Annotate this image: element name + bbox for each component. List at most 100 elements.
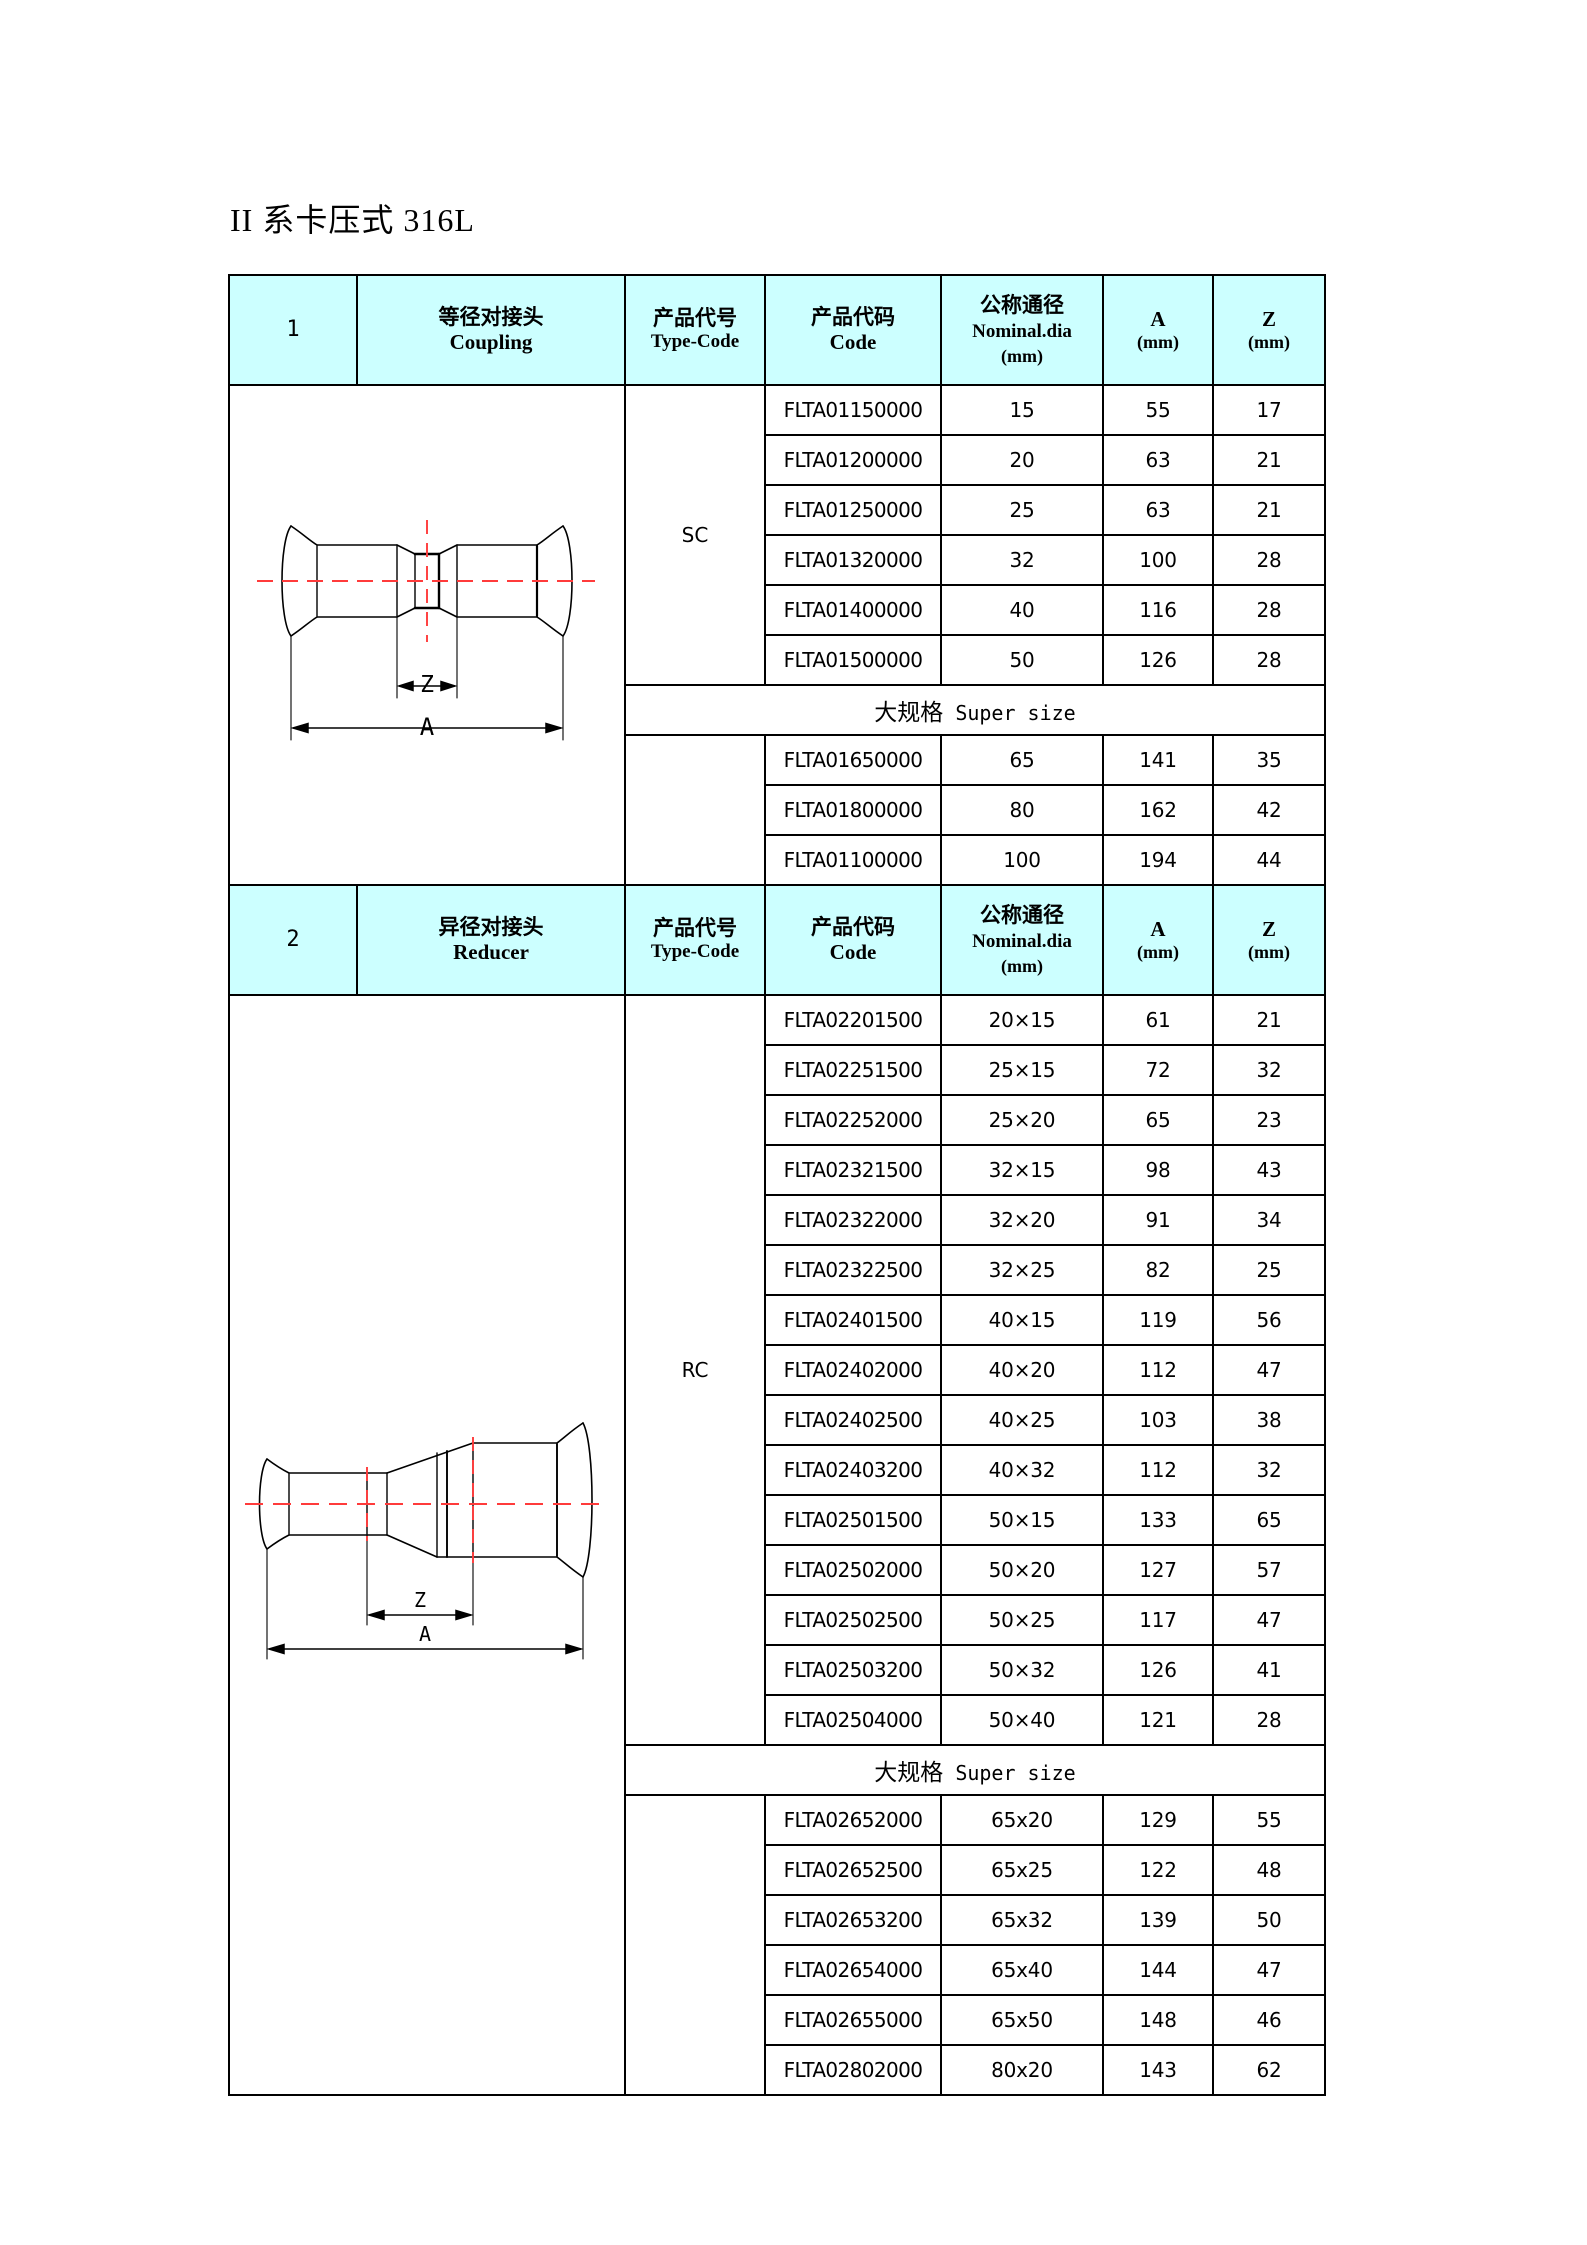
dimension-z: 55 — [1212, 1794, 1326, 1846]
table-row: FLTA02502500 50×25 117 47 — [229, 1594, 1326, 1646]
table-row: FLTA02652000 65x20 129 55 — [229, 1794, 1326, 2096]
dimension-a: 122 — [1102, 1844, 1214, 1896]
dimension-z: 25 — [1212, 1244, 1326, 1296]
reducer-figure-wrap: Z A — [230, 1407, 624, 1683]
dia-header-cell: 公称通径 Nominal.dia (mm) — [940, 274, 1104, 386]
product-code: FLTA02251500 — [764, 1044, 942, 1096]
nominal-dia: 65x20 — [940, 1794, 1104, 1846]
dimension-z: 17 — [1212, 384, 1326, 436]
product-code: FLTA02655000 — [764, 1994, 942, 2046]
table-row: FLTA02322500 32×25 82 25 — [229, 1244, 1326, 1296]
product-code: FLTA02502000 — [764, 1544, 942, 1596]
super-size-label-cn: 大规格 — [874, 1760, 944, 1786]
dimension-a: 117 — [1102, 1594, 1214, 1646]
z-header-label: Z — [1261, 917, 1276, 941]
z-header-unit: (mm) — [1248, 941, 1290, 962]
nominal-dia: 40×25 — [940, 1394, 1104, 1446]
nominal-dia: 65x50 — [940, 1994, 1104, 2046]
a-header-label: A — [1150, 307, 1166, 331]
dimension-z: 48 — [1212, 1844, 1326, 1896]
table-row: FLTA01200000 20 63 21 — [229, 434, 1326, 486]
dimension-z: 56 — [1212, 1294, 1326, 1346]
table-row: FLTA02654000 65x40 144 47 — [229, 1944, 1326, 1996]
dimension-z: 62 — [1212, 2044, 1326, 2096]
type-code-header-cell: 产品代号 Type-Code — [624, 274, 766, 386]
dimension-z: 38 — [1212, 1394, 1326, 1446]
product-code: FLTA02653200 — [764, 1894, 942, 1946]
table-row: FLTA02504000 50×40 121 28 — [229, 1694, 1326, 1746]
product-code: FLTA01150000 — [764, 384, 942, 436]
dimension-z: 35 — [1212, 734, 1326, 786]
dimension-z: 28 — [1212, 584, 1326, 636]
product-code: FLTA02403200 — [764, 1444, 942, 1496]
nominal-dia: 100 — [940, 834, 1104, 886]
super-size-spacer — [943, 701, 955, 725]
dia-header-cn: 公称通径 — [980, 292, 1064, 317]
a-header-unit: (mm) — [1137, 941, 1179, 962]
dimension-z: 44 — [1212, 834, 1326, 886]
table-row: FLTA02251500 25×15 72 32 — [229, 1044, 1326, 1096]
product-code: FLTA02321500 — [764, 1144, 942, 1196]
product-code: FLTA01800000 — [764, 784, 942, 836]
type-code-cell-spacer — [624, 734, 766, 886]
a-header-cell: A (mm) — [1102, 274, 1214, 386]
super-size-label-cn: 大规格 — [874, 700, 944, 726]
section-index-cell: 2 — [228, 884, 358, 996]
table-row: FLTA02503200 50×32 126 41 — [229, 1644, 1326, 1696]
nominal-dia: 50×20 — [940, 1544, 1104, 1596]
section-index-cell: 1 — [228, 274, 358, 386]
section-name-cell: 异径对接头 Reducer — [356, 884, 626, 996]
table-row: FLTA02321500 32×15 98 43 — [229, 1144, 1326, 1196]
nominal-dia: 32×20 — [940, 1194, 1104, 1246]
table-row: FLTA02402000 40×20 112 47 — [229, 1344, 1326, 1396]
nominal-dia: 25×15 — [940, 1044, 1104, 1096]
code-header-cn: 产品代码 — [811, 915, 895, 940]
dimension-z: 32 — [1212, 1444, 1326, 1496]
dimension-z: 41 — [1212, 1644, 1326, 1696]
nominal-dia: 32×15 — [940, 1144, 1104, 1196]
super-size-row: 大规格 Super size — [229, 684, 1326, 736]
product-code: FLTA02652000 — [764, 1794, 942, 1846]
dimension-z: 28 — [1212, 534, 1326, 586]
nominal-dia: 50×32 — [940, 1644, 1104, 1696]
table-row: FLTA01500000 50 126 28 — [229, 634, 1326, 686]
dimension-z: 65 — [1212, 1494, 1326, 1546]
dimension-z: 21 — [1212, 434, 1326, 486]
product-code: FLTA02322500 — [764, 1244, 942, 1296]
z-header-cell: Z (mm) — [1212, 884, 1326, 996]
dimension-z: 21 — [1212, 484, 1326, 536]
type-code-header-en: Type-Code — [650, 941, 740, 963]
type-code-header-en: Type-Code — [650, 331, 740, 353]
dimension-z: 21 — [1212, 994, 1326, 1046]
dimension-a: 63 — [1102, 484, 1214, 536]
table-row: FLTA02402500 40×25 103 38 — [229, 1394, 1326, 1446]
nominal-dia: 40×20 — [940, 1344, 1104, 1396]
dimension-a: 139 — [1102, 1894, 1214, 1946]
dimension-z: 57 — [1212, 1544, 1326, 1596]
table-row: FLTA02502000 50×20 127 57 — [229, 1544, 1326, 1596]
dia-header-unit: (mm) — [1001, 955, 1043, 976]
section-name-en: Coupling — [449, 330, 533, 354]
nominal-dia: 50×15 — [940, 1494, 1104, 1546]
z-dimension-label: Z — [414, 1588, 426, 1612]
section-name-cn: 异径对接头 — [438, 915, 544, 940]
z-header-cell: Z (mm) — [1212, 274, 1326, 386]
product-code: FLTA01200000 — [764, 434, 942, 486]
section-header-row: 2 异径对接头 Reducer 产品代号 Type-Code 产品代码 Code… — [228, 884, 1326, 996]
type-code-cell: SC — [624, 384, 766, 686]
nominal-dia: 40 — [940, 584, 1104, 636]
product-code: FLTA01320000 — [764, 534, 942, 586]
coupling-figure-wrap: Z A — [230, 490, 624, 780]
nominal-dia: 20×15 — [940, 994, 1104, 1046]
z-header-label: Z — [1261, 307, 1276, 331]
dia-header-cell: 公称通径 Nominal.dia (mm) — [940, 884, 1104, 996]
product-code: FLTA02322000 — [764, 1194, 942, 1246]
nominal-dia: 65x25 — [940, 1844, 1104, 1896]
a-dimension-label: A — [419, 1622, 431, 1646]
type-code-header-cn: 产品代号 — [653, 306, 737, 331]
dimension-z: 47 — [1212, 1944, 1326, 1996]
nominal-dia: 32×25 — [940, 1244, 1104, 1296]
a-header-label: A — [1150, 917, 1166, 941]
specification-table: 1 等径对接头 Coupling 产品代号 Type-Code 产品代码 Cod… — [228, 274, 1326, 2096]
dimension-a: 126 — [1102, 634, 1214, 686]
